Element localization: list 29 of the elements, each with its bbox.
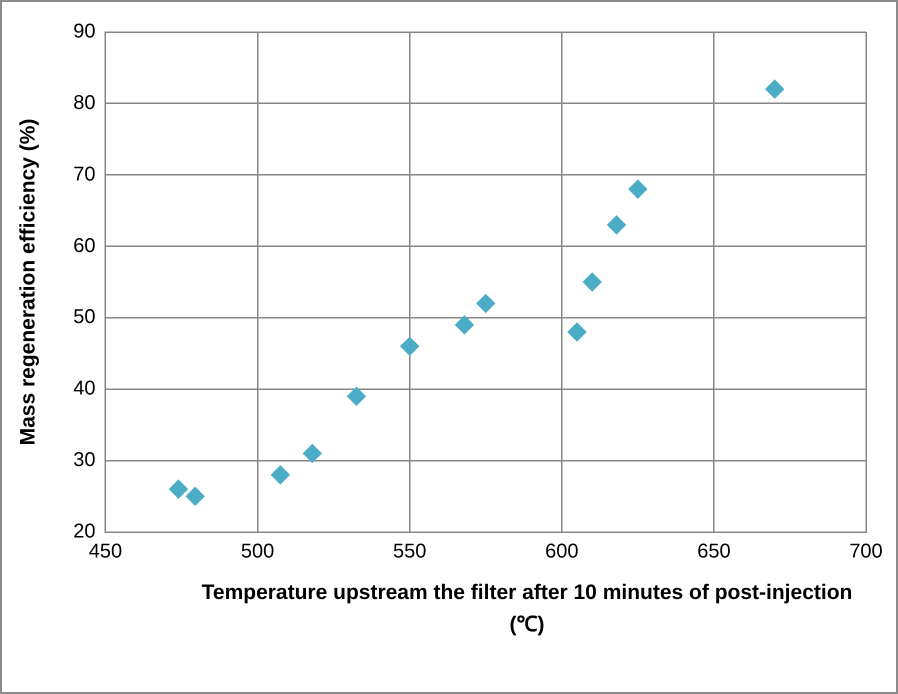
y-tick-label: 20: [73, 520, 96, 543]
x-axis-title: Temperature upstream the filter after 10 minutes of post-injection (℃): [200, 580, 854, 638]
x-tick-label: 450: [88, 540, 122, 563]
y-tick-label: 50: [73, 306, 96, 328]
point: [607, 215, 626, 234]
point: [302, 444, 322, 463]
point: [765, 80, 784, 99]
point: [567, 322, 586, 342]
point: [582, 272, 602, 292]
point: [346, 386, 366, 406]
x-tick-label: 500: [240, 540, 274, 563]
x-tick-label: 550: [392, 540, 426, 563]
y-tick-label: 90: [73, 20, 96, 43]
point: [476, 294, 496, 313]
x-tick-label: 650: [697, 540, 731, 563]
y-tick-label: 30: [73, 449, 96, 472]
point: [270, 465, 290, 484]
point: [168, 480, 188, 499]
y-tick-label: 40: [73, 378, 96, 400]
y-tick-label: 60: [73, 234, 96, 257]
point: [454, 315, 474, 334]
y-tick-label: 80: [73, 92, 96, 114]
point: [186, 486, 205, 506]
point: [628, 180, 648, 199]
point: [400, 336, 420, 356]
x-tick-label: 700: [849, 540, 883, 563]
y-tick-label: 70: [73, 163, 96, 186]
x-tick-label: 600: [545, 540, 578, 563]
y-axis-title: Mass regeneration efficiency (%): [16, 118, 40, 446]
